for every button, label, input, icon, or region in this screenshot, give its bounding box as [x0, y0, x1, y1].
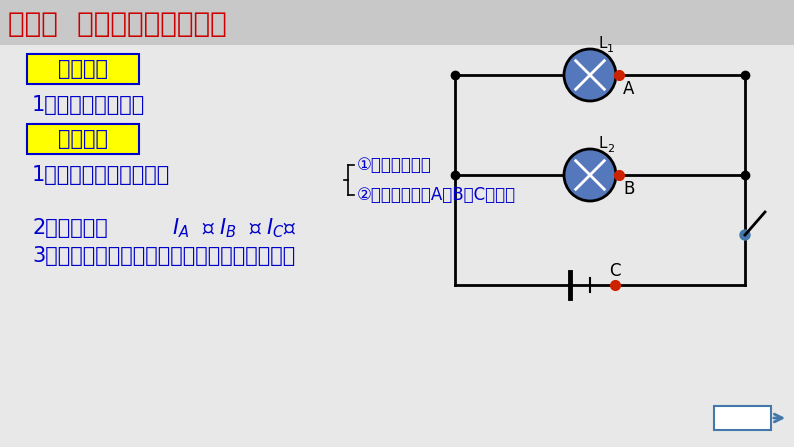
Text: 1: 1	[607, 44, 614, 54]
Text: 小结: 小结	[729, 411, 746, 425]
Text: A: A	[623, 80, 634, 98]
Bar	[0, 0, 794, 45]
Circle shape	[564, 149, 616, 201]
Text: 进行实验: 进行实验	[58, 129, 108, 149]
Text: 1、设计实验电路。: 1、设计实验电路。	[32, 95, 145, 115]
FancyBboxPatch shape	[27, 54, 139, 84]
Text: C: C	[609, 262, 621, 280]
Text: 2、记录数据: 2、记录数据	[32, 218, 108, 238]
Circle shape	[564, 49, 616, 101]
Text: 3、更换另外两个不同规格的灯泡，再次实验。: 3、更换另外两个不同规格的灯泡，再次实验。	[32, 246, 295, 266]
Text: 探究二  并联电路电流的规律: 探究二 并联电路电流的规律	[8, 10, 227, 38]
Text: 2: 2	[607, 144, 614, 154]
Text: 1、根据电路图连接电路: 1、根据电路图连接电路	[32, 165, 170, 185]
Text: L: L	[598, 135, 607, 151]
Circle shape	[740, 230, 750, 240]
FancyBboxPatch shape	[27, 124, 139, 154]
Text: ①连接并联电路: ①连接并联电路	[357, 156, 432, 174]
Text: ②用电流表测量A、B、C处电流: ②用电流表测量A、B、C处电流	[357, 186, 516, 204]
Text: L: L	[598, 35, 607, 51]
Text: $I_A$  、 $I_B$  、 $I_C$。: $I_A$ 、 $I_B$ 、 $I_C$。	[172, 216, 296, 240]
Text: B: B	[623, 180, 634, 198]
FancyBboxPatch shape	[714, 406, 771, 430]
Text: 设计实验: 设计实验	[58, 59, 108, 79]
